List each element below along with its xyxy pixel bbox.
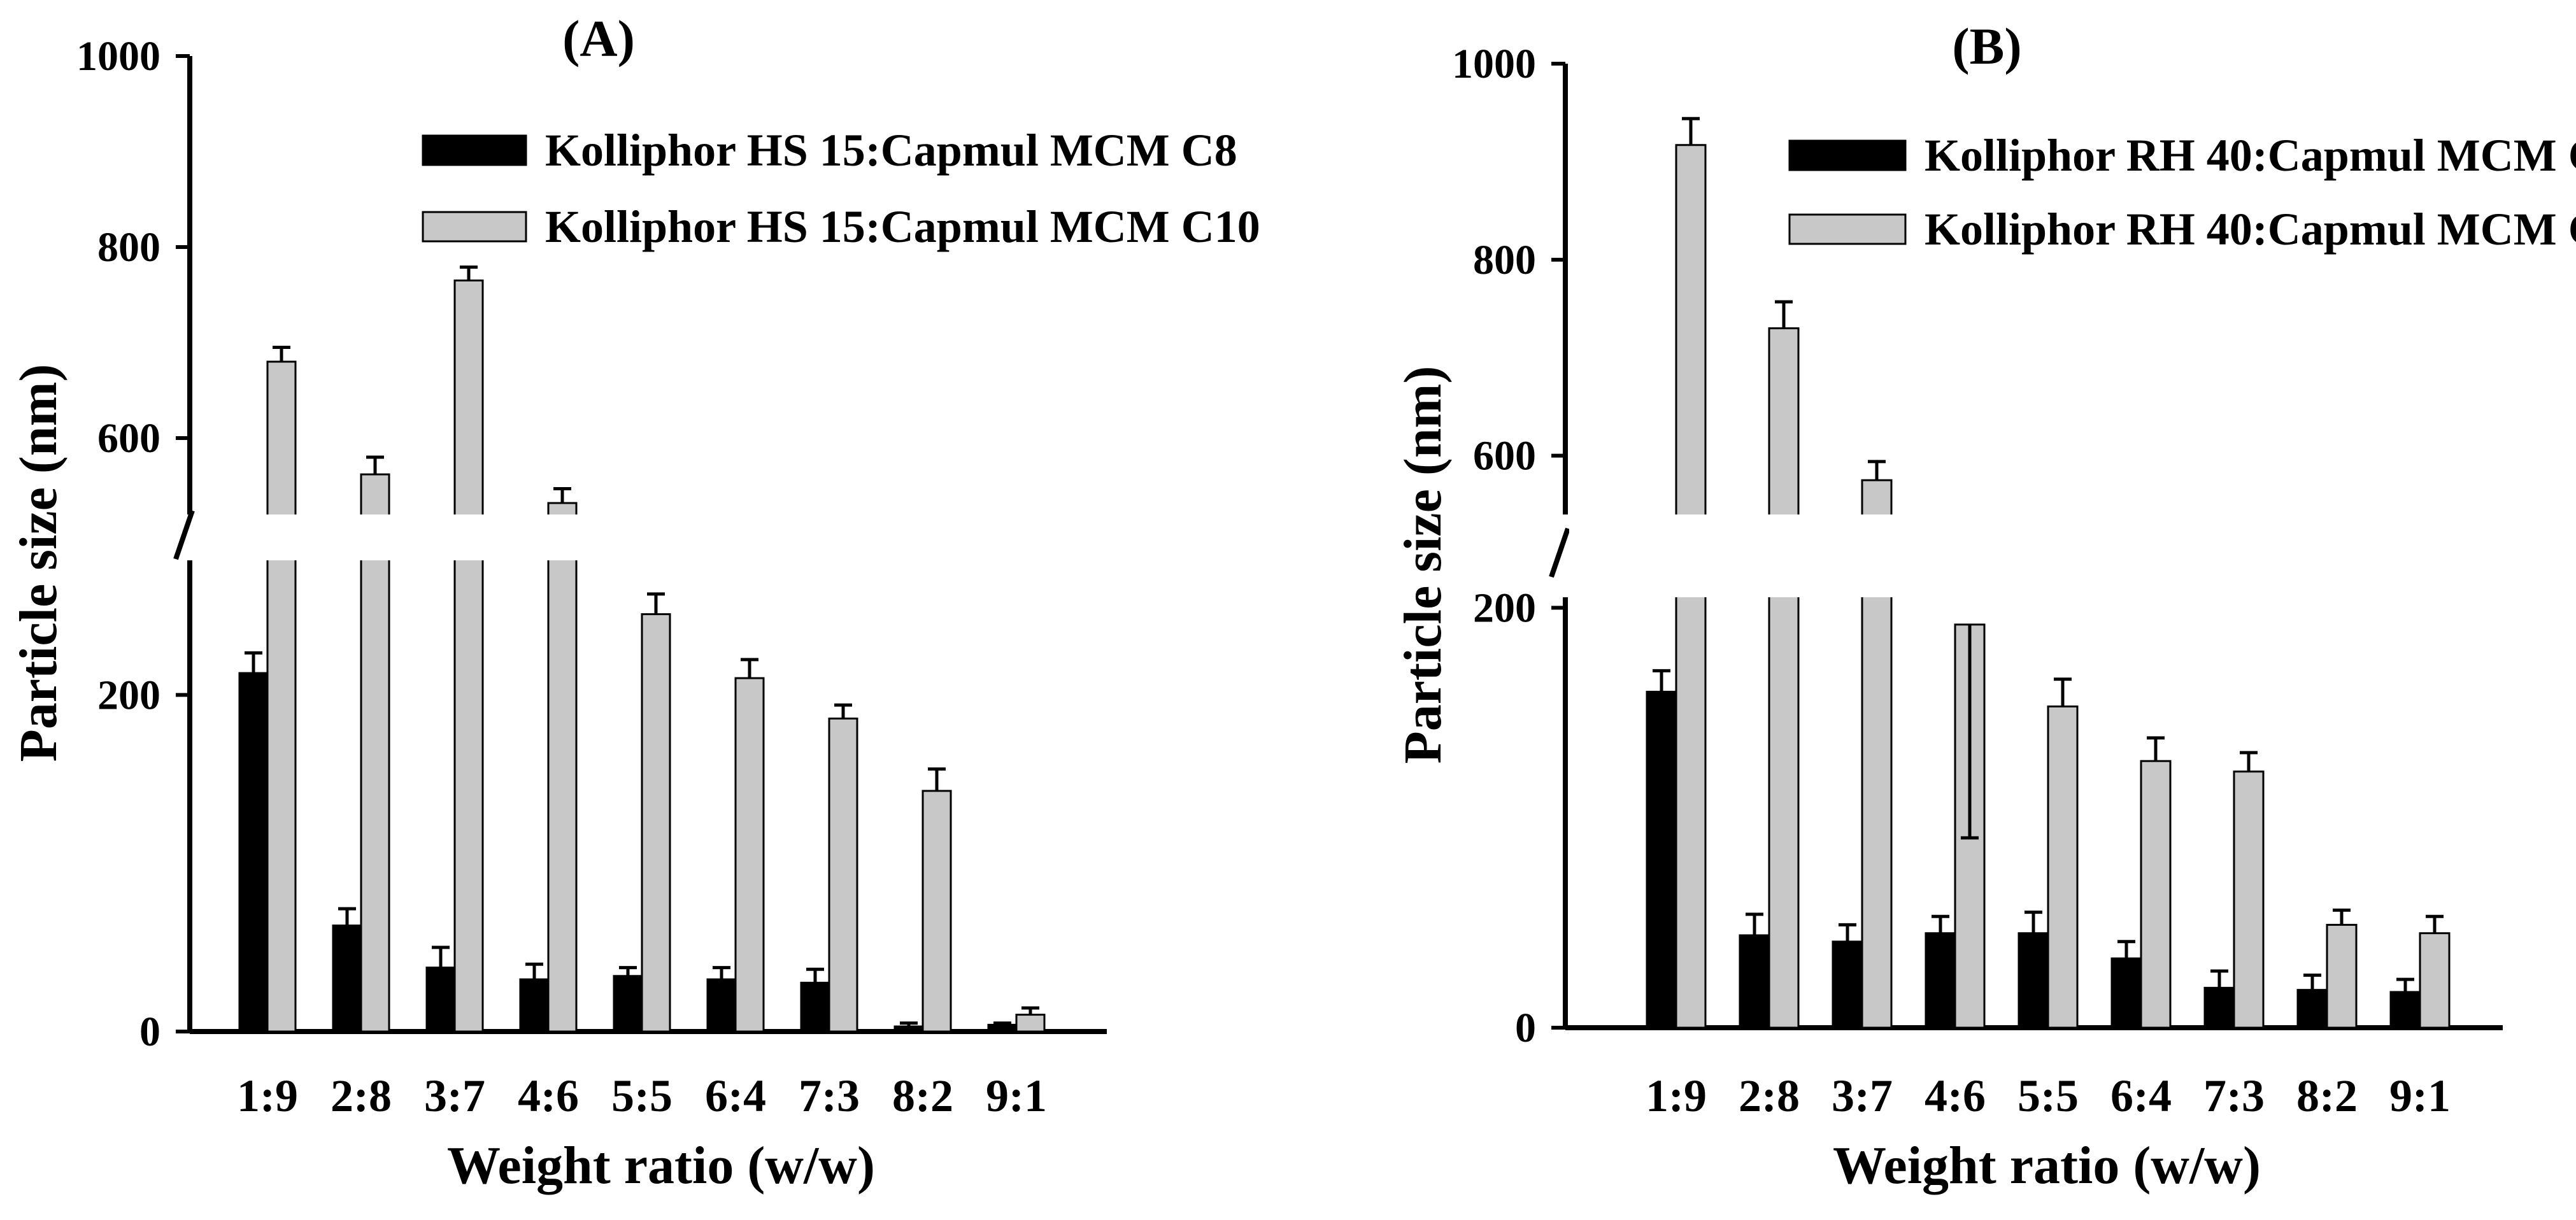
bar bbox=[1015, 1014, 1046, 1033]
bar bbox=[2233, 770, 2265, 1029]
legend-label: Kolliphor HS 15:Capmul MCM C8 bbox=[545, 125, 1237, 176]
x-tick-label: 1:9 bbox=[1646, 1070, 1707, 1121]
y-tick-label: 1000 bbox=[1452, 41, 1536, 87]
panel-b: (B) 0 200 600 800 1000 Particle size (nm) Weigh… bbox=[1393, 17, 2576, 1195]
bar bbox=[893, 1025, 924, 1033]
bar bbox=[2017, 932, 2049, 1029]
legend-swatch bbox=[1788, 139, 1907, 171]
bar bbox=[828, 717, 858, 1033]
x-tick-label: 9:1 bbox=[2389, 1070, 2451, 1121]
bar bbox=[734, 677, 765, 1033]
bar bbox=[641, 613, 671, 1033]
y-tick-label: 0 bbox=[1515, 1005, 1536, 1051]
x-tick-label: 5:5 bbox=[2017, 1070, 2079, 1121]
bar bbox=[2296, 989, 2328, 1029]
x-tick-label: 6:4 bbox=[705, 1070, 766, 1121]
bar bbox=[453, 280, 484, 1033]
x-tick-label: 8:2 bbox=[892, 1070, 953, 1121]
y-axis-title: Particle size (nm) bbox=[1393, 365, 1453, 763]
bar bbox=[1768, 327, 1800, 1029]
y-tick-label: 800 bbox=[1473, 237, 1536, 283]
x-tick-label: 7:3 bbox=[799, 1070, 860, 1121]
bar bbox=[2047, 705, 2079, 1029]
x-axis-title: Weight ratio (w/w) bbox=[1833, 1136, 2261, 1195]
y-tick-label: 600 bbox=[1473, 433, 1536, 479]
legend-swatch bbox=[422, 134, 527, 166]
x-tick-label: 9:1 bbox=[986, 1070, 1047, 1121]
panel-label: (A) bbox=[562, 10, 635, 67]
bar bbox=[425, 967, 456, 1033]
bar bbox=[613, 975, 643, 1033]
x-tick-label: 4:6 bbox=[1925, 1070, 1986, 1121]
bar bbox=[1925, 932, 1956, 1029]
x-tick-label: 4:6 bbox=[518, 1070, 579, 1121]
axis-break-mark bbox=[1549, 527, 1570, 578]
bar bbox=[360, 473, 390, 1033]
y-tick-label: 600 bbox=[97, 415, 160, 462]
x-tick-label: 8:2 bbox=[2296, 1070, 2358, 1121]
bar bbox=[1832, 940, 1863, 1029]
legend-swatch bbox=[422, 211, 527, 243]
bar bbox=[547, 502, 578, 1033]
axis-break-gap bbox=[1569, 514, 2507, 597]
bar bbox=[238, 672, 269, 1033]
bar bbox=[2419, 932, 2451, 1029]
x-tick-label: 5:5 bbox=[611, 1070, 672, 1121]
bar bbox=[266, 360, 297, 1033]
bar bbox=[922, 790, 952, 1033]
axis-break-gap bbox=[194, 514, 1111, 560]
x-tick-label: 7:3 bbox=[2203, 1070, 2265, 1121]
y-tick-label: 1000 bbox=[76, 33, 160, 80]
x-axis-title: Weight ratio (w/w) bbox=[447, 1136, 875, 1195]
legend-label: Kolliphor RH 40:Capmul MCM C10 bbox=[1925, 204, 2576, 255]
legend-label: Kolliphor RH 40:Capmul MCM C8 bbox=[1925, 130, 2576, 181]
x-tick-label: 6:4 bbox=[2110, 1070, 2172, 1121]
x-tick-label: 3:7 bbox=[1832, 1070, 1893, 1121]
bar bbox=[332, 925, 362, 1033]
y-tick-label: 200 bbox=[97, 672, 160, 718]
legend-swatch bbox=[1788, 213, 1907, 245]
bar bbox=[706, 978, 737, 1033]
bar bbox=[2389, 991, 2421, 1029]
bar bbox=[519, 978, 550, 1033]
panel-label: (B) bbox=[1952, 17, 2021, 75]
bar bbox=[987, 1023, 1018, 1033]
axis-break-mark bbox=[173, 509, 195, 560]
bar bbox=[2110, 957, 2142, 1029]
bar bbox=[800, 981, 830, 1033]
y-tick-label: 800 bbox=[97, 224, 160, 271]
panel-a: (A) 0 200 600 800 1000 Particle size (nm) Weigh… bbox=[9, 10, 1260, 1195]
y-axis-title: Particle size (nm) bbox=[9, 364, 68, 762]
bar bbox=[2326, 923, 2358, 1029]
x-tick-label: 1:9 bbox=[237, 1070, 298, 1121]
legend-label: Kolliphor HS 15:Capmul MCM C10 bbox=[545, 201, 1260, 252]
x-tick-label: 2:8 bbox=[331, 1070, 392, 1121]
y-tick-label: 200 bbox=[1473, 585, 1536, 631]
bar bbox=[1739, 934, 1770, 1029]
bar bbox=[2203, 986, 2235, 1029]
x-tick-label: 3:7 bbox=[424, 1070, 485, 1121]
x-tick-label: 2:8 bbox=[1739, 1070, 1800, 1121]
y-tick-label: 0 bbox=[139, 1009, 160, 1055]
bar bbox=[2140, 760, 2172, 1029]
bar bbox=[1646, 690, 1677, 1029]
